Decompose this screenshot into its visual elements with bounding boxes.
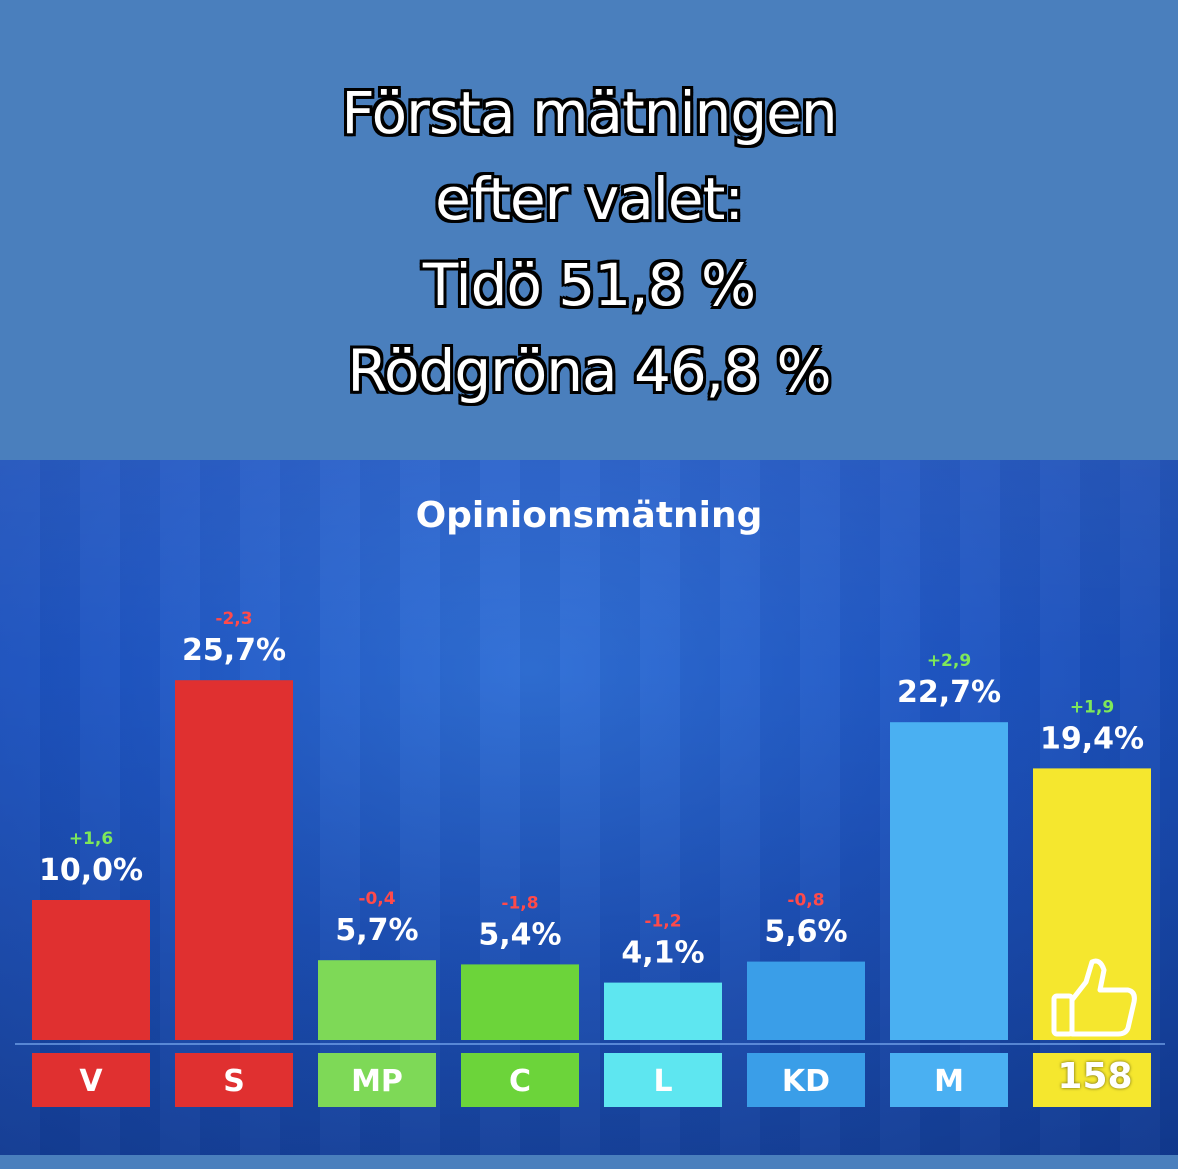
category-box-kd bbox=[747, 1053, 865, 1107]
category-box-s bbox=[175, 1053, 293, 1107]
category-label-c: C bbox=[509, 1064, 531, 1099]
change-label-c: -1,8 bbox=[501, 893, 538, 913]
bar-mp bbox=[318, 960, 436, 1040]
headline-line-4: Rödgröna 46,8 % bbox=[347, 337, 831, 405]
category-box-v bbox=[32, 1053, 150, 1107]
change-label-m: +2,9 bbox=[927, 651, 971, 671]
category-label-kd: KD bbox=[782, 1064, 830, 1099]
headline-line-1: Första mätningen bbox=[341, 79, 837, 147]
category-label-l: L bbox=[653, 1064, 672, 1099]
bottom-strip bbox=[0, 1155, 1178, 1169]
headline-line-3: Tidö 51,8 % bbox=[422, 251, 756, 319]
like-count: 158 bbox=[1057, 1056, 1133, 1097]
category-box-c bbox=[461, 1053, 579, 1107]
bar-m bbox=[890, 722, 1008, 1040]
value-label-kd: 5,6% bbox=[764, 915, 847, 950]
value-label-l: 4,1% bbox=[621, 936, 704, 971]
bar-kd bbox=[747, 961, 865, 1040]
change-label-sd: +1,9 bbox=[1070, 697, 1114, 717]
category-label-m: M bbox=[934, 1064, 964, 1099]
category-label-s: S bbox=[223, 1064, 245, 1099]
category-box-mp bbox=[318, 1053, 436, 1107]
bar-c bbox=[461, 964, 579, 1040]
headline-line-2: efter valet: bbox=[435, 165, 744, 233]
change-label-l: -1,2 bbox=[644, 912, 681, 932]
bar-l bbox=[604, 982, 722, 1040]
category-box-l bbox=[604, 1053, 722, 1107]
value-label-mp: 5,7% bbox=[335, 913, 418, 948]
thumbs-up-icon[interactable] bbox=[1040, 948, 1150, 1058]
headline: Första mätningen efter valet: Tidö 51,8 … bbox=[0, 70, 1178, 414]
value-label-c: 5,4% bbox=[478, 917, 561, 952]
category-label-mp: MP bbox=[351, 1064, 403, 1099]
bar-v bbox=[32, 900, 150, 1040]
chart-title: Opinionsmätning bbox=[415, 495, 763, 536]
bar-s bbox=[175, 680, 293, 1040]
value-label-s: 25,7% bbox=[182, 633, 286, 668]
category-box-sd bbox=[1033, 1053, 1151, 1107]
change-label-v: +1,6 bbox=[69, 829, 113, 849]
category-box-m bbox=[890, 1053, 1008, 1107]
value-label-m: 22,7% bbox=[897, 675, 1001, 710]
change-label-kd: -0,8 bbox=[787, 891, 824, 911]
change-label-s: -2,3 bbox=[215, 609, 252, 629]
value-label-v: 10,0% bbox=[39, 853, 143, 888]
change-label-mp: -0,4 bbox=[358, 889, 395, 909]
category-label-v: V bbox=[79, 1064, 103, 1099]
like-widget[interactable]: 158 bbox=[1040, 948, 1150, 1108]
value-label-sd: 19,4% bbox=[1040, 721, 1144, 756]
